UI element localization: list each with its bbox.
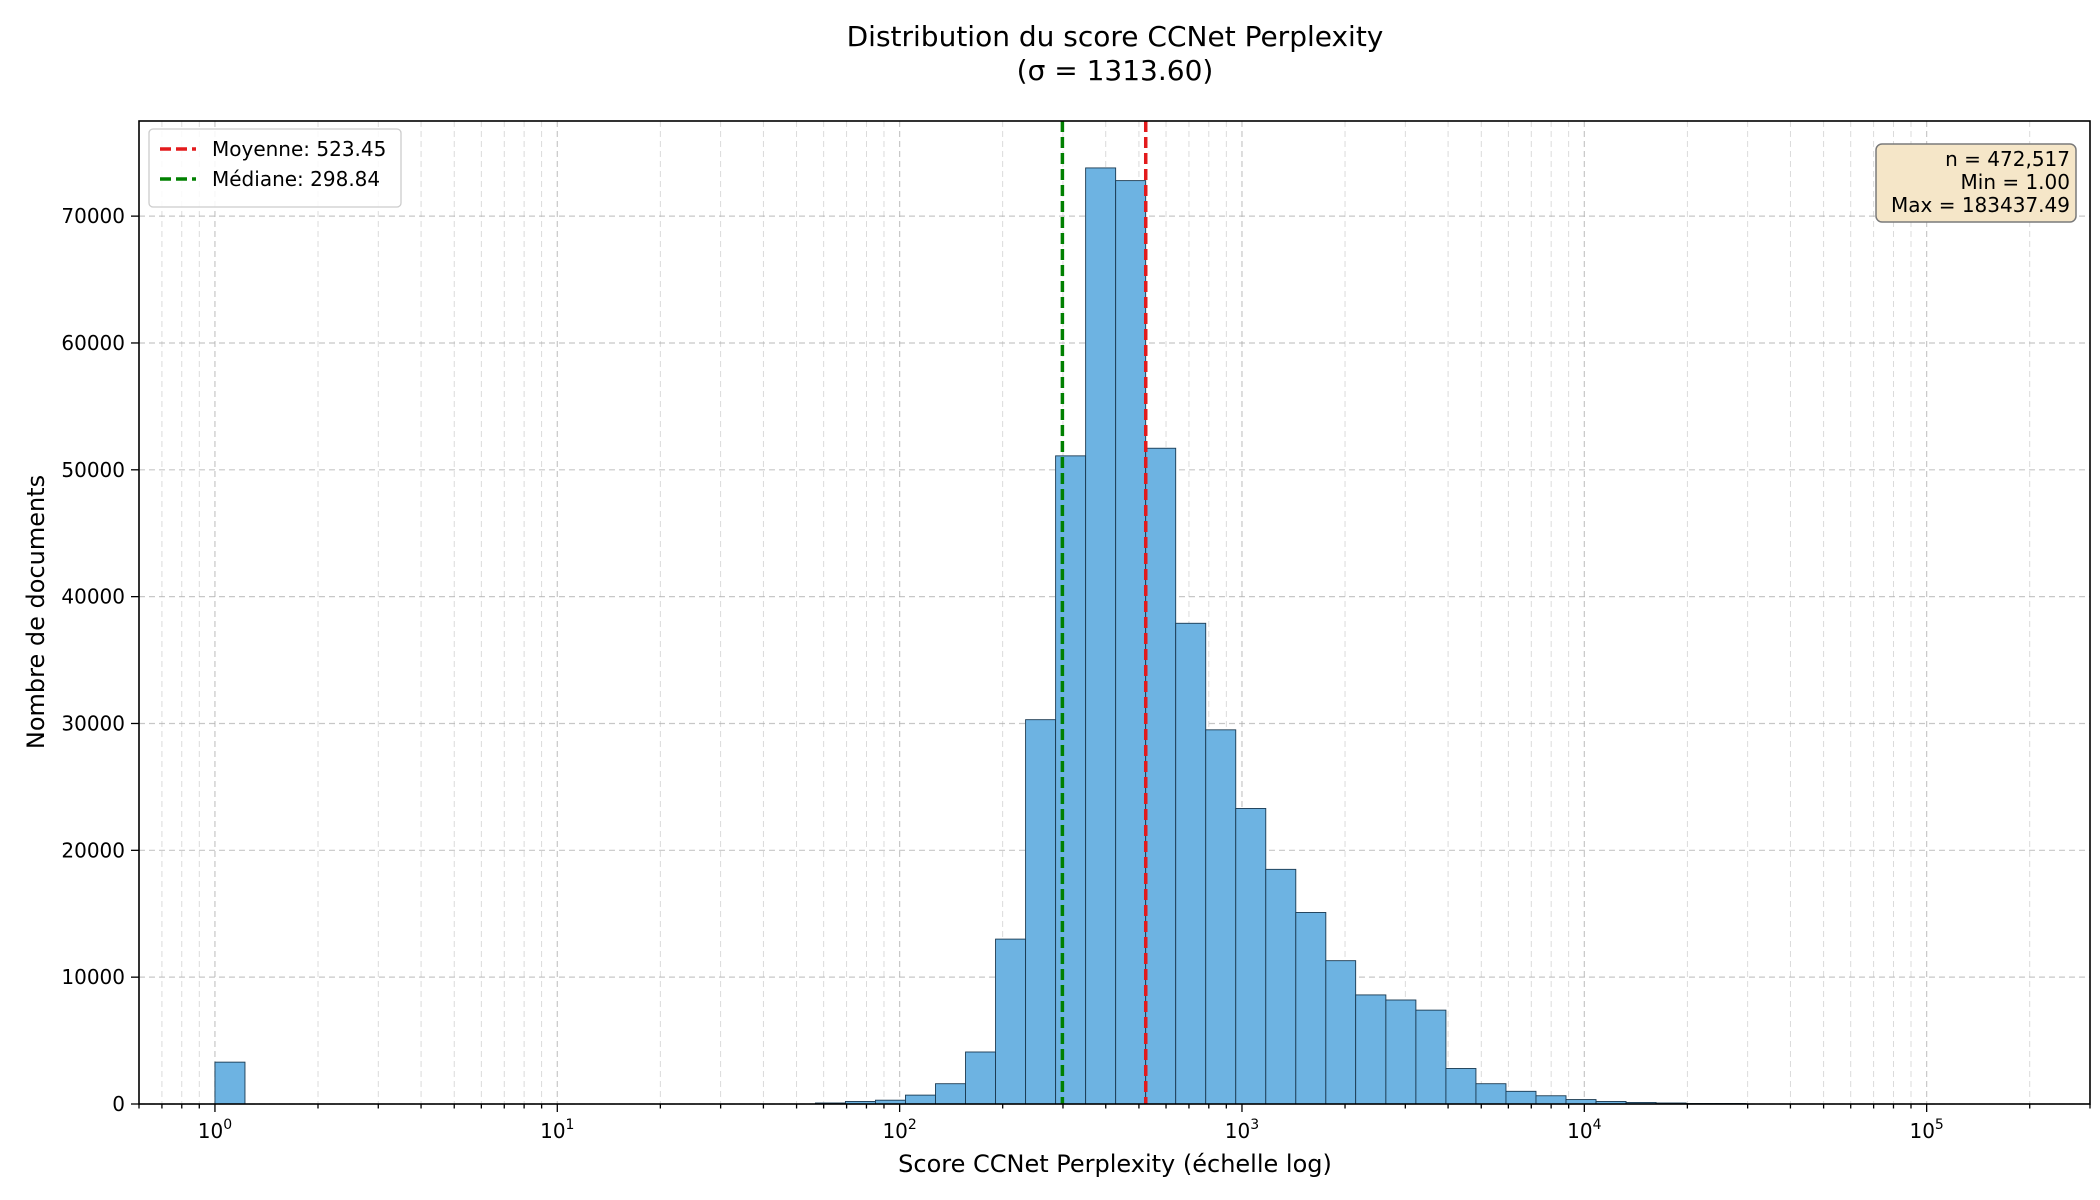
stats-line: Min = 1.00 (1961, 170, 2071, 194)
histogram-bar (1205, 729, 1237, 1105)
chart-title: Distribution du score CCNet Perplexity (847, 20, 1384, 53)
x-axis: 100 101 102 103 104 105 (138, 1104, 2091, 1143)
histogram-bar (965, 1051, 997, 1105)
histogram-bar (1085, 167, 1117, 1105)
y-tick-label: 70000 (61, 204, 125, 228)
histogram-bar (1115, 180, 1147, 1105)
y-axis-label: Nombre de documents (22, 475, 50, 749)
histogram-bar (1295, 912, 1327, 1105)
chart-subtitle: (σ = 1313.60) (1017, 54, 1214, 87)
x-axis-label: Score CCNet Perplexity (échelle log) (898, 1150, 1332, 1178)
histogram-bar (1325, 960, 1357, 1105)
histogram-bar (1505, 1090, 1537, 1105)
y-tick-label: 40000 (61, 585, 125, 609)
histogram-bar (905, 1094, 936, 1105)
x-tick-label: 102 (882, 1117, 916, 1143)
y-tick-label: 0 (112, 1092, 125, 1116)
legend-entry-label: Médiane: 298.84 (212, 167, 380, 191)
histogram-bar (214, 1061, 246, 1105)
legend-box (148, 128, 402, 208)
histogram-bar (1265, 868, 1297, 1105)
histogram-bar (1415, 1009, 1447, 1105)
histogram-bars (214, 167, 1747, 1105)
histogram-bar (1475, 1083, 1507, 1105)
stats-box-background (1875, 143, 2077, 223)
x-tick-label: 104 (1567, 1117, 1601, 1143)
x-tick-label: 105 (1909, 1117, 1943, 1143)
histogram-bar (995, 938, 1027, 1105)
legend-entry-label: Moyenne: 523.45 (212, 137, 386, 161)
y-tick-label: 50000 (61, 458, 125, 482)
y-tick-label: 60000 (61, 331, 125, 355)
histogram-bar (935, 1083, 966, 1105)
x-tick-label: 100 (198, 1117, 232, 1143)
histogram-bar (1025, 719, 1057, 1105)
x-tick-label: 103 (1225, 1117, 1259, 1143)
plot-frame (138, 120, 2091, 1105)
histogram-bar (1535, 1095, 1567, 1105)
histogram-bar (1175, 622, 1207, 1105)
y-tick-label: 20000 (61, 838, 125, 862)
histogram-bar (1145, 447, 1177, 1105)
x-tick-label: 101 (540, 1117, 574, 1143)
reference-lines (1060, 121, 1148, 1104)
y-tick-label: 10000 (61, 965, 125, 989)
grid-lines (138, 121, 2091, 1105)
stats-line: n = 472,517 (1945, 147, 2070, 171)
y-axis: 0 10000 20000 30000 40000 50000 60000 70000 (61, 204, 139, 1116)
y-tick-label: 30000 (61, 711, 125, 735)
histogram-bar (1445, 1068, 1477, 1105)
stats-line: Max = 183437.49 (1891, 193, 2070, 217)
histogram-bar (1055, 455, 1087, 1105)
legend: Moyenne: 523.45 Médiane: 298.84 (148, 128, 402, 208)
histogram-bar (1235, 808, 1267, 1105)
histogram-bar (1355, 994, 1387, 1105)
histogram-bar (1385, 999, 1417, 1105)
